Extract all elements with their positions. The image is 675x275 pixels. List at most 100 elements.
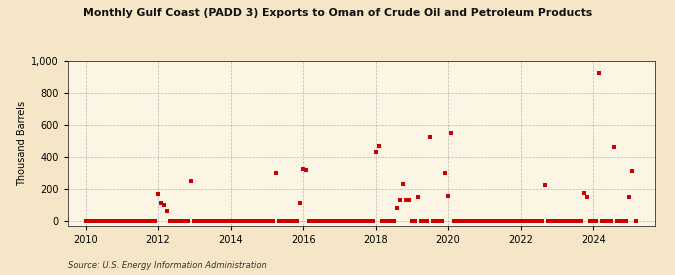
Point bbox=[418, 219, 429, 223]
Point bbox=[92, 219, 103, 223]
Point bbox=[409, 219, 420, 223]
Point bbox=[461, 219, 472, 223]
Point bbox=[594, 70, 605, 75]
Point bbox=[225, 219, 236, 223]
Point bbox=[246, 219, 257, 223]
Point bbox=[156, 201, 167, 205]
Point bbox=[180, 219, 191, 223]
Point bbox=[255, 219, 266, 223]
Y-axis label: Thousand Barrels: Thousand Barrels bbox=[17, 100, 27, 186]
Point bbox=[268, 219, 279, 223]
Point bbox=[440, 171, 451, 176]
Point bbox=[107, 219, 118, 223]
Text: Source: U.S. Energy Information Administration: Source: U.S. Energy Information Administ… bbox=[68, 260, 266, 270]
Point bbox=[576, 219, 587, 223]
Point bbox=[433, 219, 444, 223]
Point bbox=[113, 219, 124, 223]
Point bbox=[446, 130, 456, 135]
Point bbox=[153, 192, 163, 196]
Point bbox=[168, 219, 179, 223]
Point bbox=[554, 219, 565, 223]
Point bbox=[416, 219, 427, 223]
Point bbox=[198, 219, 209, 223]
Point bbox=[482, 219, 493, 223]
Point bbox=[615, 219, 626, 223]
Point bbox=[599, 219, 610, 223]
Point bbox=[316, 219, 327, 223]
Point bbox=[400, 198, 411, 202]
Point bbox=[279, 219, 290, 223]
Point bbox=[404, 198, 414, 202]
Point bbox=[232, 219, 242, 223]
Point bbox=[171, 219, 182, 223]
Point bbox=[591, 219, 601, 223]
Point bbox=[250, 219, 261, 223]
Point bbox=[630, 219, 641, 223]
Point bbox=[612, 219, 623, 223]
Point bbox=[146, 219, 157, 223]
Point bbox=[259, 219, 269, 223]
Point bbox=[479, 219, 490, 223]
Point bbox=[545, 219, 556, 223]
Point bbox=[216, 219, 227, 223]
Point bbox=[186, 178, 197, 183]
Point bbox=[286, 219, 296, 223]
Point bbox=[99, 219, 109, 223]
Point bbox=[95, 219, 106, 223]
Point bbox=[518, 219, 529, 223]
Point bbox=[373, 144, 384, 148]
Point bbox=[334, 219, 345, 223]
Point bbox=[582, 195, 593, 200]
Point bbox=[150, 219, 161, 223]
Point bbox=[222, 219, 233, 223]
Point bbox=[86, 219, 97, 223]
Point bbox=[609, 145, 620, 149]
Point bbox=[195, 219, 206, 223]
Point bbox=[370, 150, 381, 154]
Point bbox=[488, 219, 499, 223]
Point bbox=[521, 219, 532, 223]
Point bbox=[560, 219, 571, 223]
Point bbox=[277, 219, 288, 223]
Point bbox=[398, 182, 408, 186]
Point bbox=[159, 202, 169, 207]
Point bbox=[340, 219, 351, 223]
Point bbox=[189, 219, 200, 223]
Point bbox=[437, 219, 448, 223]
Point bbox=[452, 219, 462, 223]
Point bbox=[500, 219, 511, 223]
Point bbox=[337, 219, 348, 223]
Point bbox=[467, 219, 478, 223]
Point bbox=[346, 219, 356, 223]
Point bbox=[313, 219, 324, 223]
Point bbox=[252, 219, 263, 223]
Point bbox=[358, 219, 369, 223]
Point bbox=[512, 219, 523, 223]
Point bbox=[497, 219, 508, 223]
Point bbox=[464, 219, 475, 223]
Point bbox=[128, 219, 139, 223]
Point bbox=[422, 219, 433, 223]
Point bbox=[618, 219, 628, 223]
Point bbox=[427, 219, 438, 223]
Point bbox=[101, 219, 112, 223]
Point bbox=[509, 219, 520, 223]
Point bbox=[388, 219, 399, 223]
Point bbox=[261, 219, 272, 223]
Point bbox=[352, 219, 363, 223]
Point bbox=[449, 219, 460, 223]
Point bbox=[431, 219, 441, 223]
Point bbox=[310, 219, 321, 223]
Point bbox=[228, 219, 239, 223]
Point bbox=[349, 219, 360, 223]
Point bbox=[265, 219, 275, 223]
Point bbox=[234, 219, 245, 223]
Point bbox=[244, 219, 254, 223]
Point bbox=[295, 201, 306, 205]
Point bbox=[132, 219, 142, 223]
Point bbox=[588, 219, 599, 223]
Point bbox=[515, 219, 526, 223]
Point bbox=[119, 219, 130, 223]
Point bbox=[425, 135, 435, 140]
Point bbox=[627, 169, 638, 173]
